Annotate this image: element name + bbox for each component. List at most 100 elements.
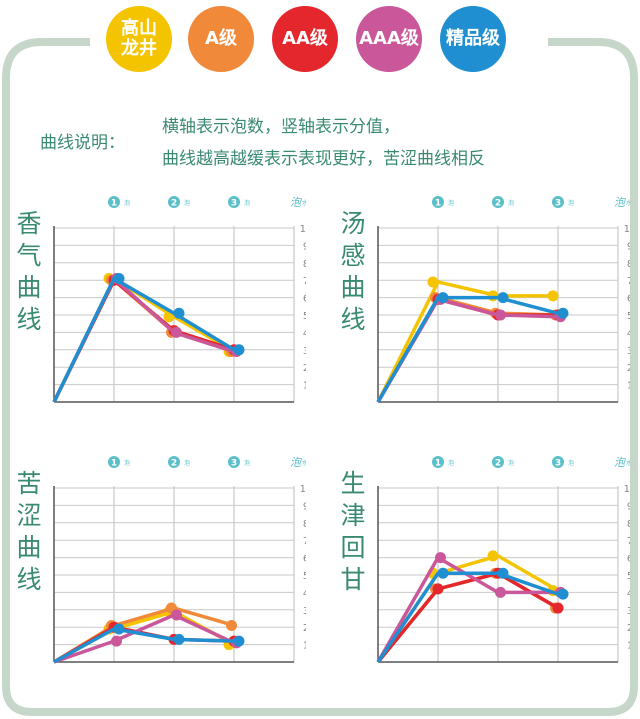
y-tick-label: 3 (627, 346, 630, 357)
legend-item-aa-grade: AA级 (272, 6, 338, 72)
y-tick-label: 7 (303, 276, 306, 287)
x-end-label: 泡 (290, 196, 303, 209)
y-tick-label: 10 (624, 484, 630, 495)
chart-aftertaste: 123456789101泡2泡3泡泡水 (376, 456, 630, 664)
y-tick-label: 10 (624, 224, 630, 235)
x-tick-unit: 泡 (508, 199, 514, 207)
series-4 (376, 567, 569, 663)
y-tick-label: 6 (627, 554, 630, 565)
x-tick-label: 2 (171, 459, 177, 469)
data-point (495, 309, 506, 321)
y-tick-label: 4 (627, 588, 630, 599)
data-point (487, 550, 499, 562)
data-point (427, 276, 439, 288)
y-tick-label: 5 (627, 311, 630, 322)
y-tick-label: 8 (303, 259, 306, 270)
y-tick-label: 1 (303, 381, 306, 392)
chart-liquor: 123456789101泡2泡3泡泡水 (376, 196, 630, 403)
x-tick-marker (228, 196, 240, 208)
data-point (171, 326, 182, 338)
x-end-unit: 水 (626, 459, 630, 467)
note-line-1: 横轴表示泡数，竖轴表示分值， (162, 117, 400, 137)
x-tick-marker (108, 196, 120, 208)
x-tick-unit: 泡 (568, 459, 574, 467)
y-tick-label: 3 (303, 606, 306, 617)
y-tick-label: 1 (627, 641, 630, 652)
legend-item-a-grade: A级 (188, 6, 254, 72)
data-point (173, 307, 185, 319)
series-line (52, 276, 235, 403)
x-tick-marker (168, 456, 180, 468)
y-tick-label: 8 (627, 259, 630, 270)
x-tick-label: 3 (231, 199, 237, 209)
y-tick-label: 6 (627, 294, 630, 305)
x-tick-label: 3 (555, 199, 561, 209)
chart-aroma: 123456789101泡2泡3泡泡水 (52, 196, 306, 403)
series-line (53, 613, 235, 664)
data-point (552, 602, 564, 614)
y-tick-label: 7 (627, 536, 630, 547)
x-tick-label: 2 (495, 459, 501, 469)
x-tick-unit: 泡 (244, 459, 250, 467)
data-point (435, 552, 446, 564)
x-tick-unit: 泡 (124, 459, 130, 467)
y-tick-label: 10 (300, 224, 306, 235)
x-tick-unit: 泡 (448, 199, 454, 207)
legend-item-aaa-grade: AAA级 (356, 6, 422, 72)
data-point (497, 292, 509, 304)
series-0 (376, 550, 559, 663)
x-tick-label: 1 (111, 199, 117, 209)
y-tick-label: 9 (627, 241, 630, 252)
data-point (557, 307, 569, 319)
x-tick-unit: 泡 (124, 199, 130, 207)
x-end-unit: 水 (302, 199, 306, 207)
series-4 (52, 272, 245, 403)
legend: 高山 龙井 A级 AA级 AAA级 精品级 (0, 6, 640, 78)
y-tick-label: 3 (627, 606, 630, 617)
y-tick-label: 6 (303, 554, 306, 565)
panel-title-aroma: 香气曲线 (16, 209, 42, 334)
x-tick-label: 3 (555, 459, 561, 469)
data-point (497, 567, 509, 579)
note-line-2: 曲线越高越缓表示表现更好，苦涩曲线相反 (162, 149, 485, 169)
x-end-unit: 水 (302, 459, 306, 467)
x-tick-unit: 泡 (448, 459, 454, 467)
y-tick-label: 5 (303, 311, 306, 322)
data-point (233, 344, 245, 356)
x-end-label: 泡 (614, 196, 627, 209)
data-point (113, 272, 125, 284)
x-tick-marker (168, 196, 180, 208)
x-tick-unit: 泡 (184, 199, 190, 207)
x-tick-marker (228, 456, 240, 468)
x-tick-marker (108, 456, 120, 468)
x-tick-marker (432, 196, 444, 208)
y-tick-label: 5 (627, 571, 630, 582)
chart-bitterness: 123456789101泡2泡3泡泡水 (53, 456, 306, 664)
y-tick-label: 2 (303, 623, 306, 634)
y-tick-label: 8 (627, 519, 630, 530)
x-tick-unit: 泡 (184, 459, 190, 467)
legend-item-gaoshan-longjing: 高山 龙井 (106, 6, 172, 72)
x-end-label: 泡 (290, 456, 303, 469)
y-tick-label: 2 (627, 623, 630, 634)
data-point (557, 588, 569, 600)
data-point (173, 633, 185, 645)
y-tick-label: 9 (303, 501, 306, 512)
y-tick-label: 9 (303, 241, 306, 252)
x-end-label: 泡 (614, 456, 627, 469)
x-tick-unit: 泡 (508, 459, 514, 467)
series-4 (376, 292, 569, 403)
x-tick-marker (552, 456, 564, 468)
x-tick-label: 2 (495, 199, 501, 209)
x-tick-marker (432, 456, 444, 468)
legend-item-premium-grade: 精品级 (440, 6, 506, 72)
data-point (163, 311, 175, 323)
data-point (437, 567, 449, 579)
panel-title-aftertaste: 生津回甘 (340, 469, 366, 594)
x-tick-unit: 泡 (568, 199, 574, 207)
data-point (111, 635, 122, 647)
y-tick-label: 7 (627, 276, 630, 287)
series-line (376, 280, 558, 403)
series-line (376, 571, 559, 663)
